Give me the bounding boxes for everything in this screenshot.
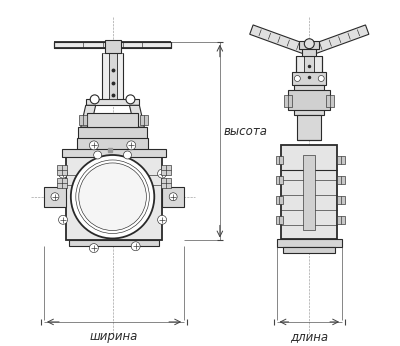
- Bar: [296, 85, 322, 91]
- Circle shape: [79, 163, 146, 230]
- Circle shape: [90, 244, 98, 253]
- Bar: [276, 196, 284, 204]
- Bar: [105, 40, 120, 53]
- Bar: [140, 115, 148, 125]
- Circle shape: [127, 141, 136, 150]
- Circle shape: [169, 193, 177, 201]
- Circle shape: [58, 169, 68, 178]
- Bar: [337, 156, 345, 164]
- Circle shape: [90, 95, 99, 104]
- Bar: [108, 53, 116, 99]
- Circle shape: [304, 39, 314, 49]
- Bar: [284, 95, 292, 107]
- Circle shape: [90, 141, 98, 150]
- Polygon shape: [308, 25, 369, 55]
- Circle shape: [58, 215, 68, 224]
- Circle shape: [124, 151, 132, 159]
- Bar: [326, 95, 334, 107]
- Bar: [87, 113, 138, 127]
- Circle shape: [71, 155, 154, 238]
- Bar: [288, 90, 330, 110]
- Bar: [276, 176, 284, 184]
- Bar: [162, 187, 184, 207]
- Bar: [77, 138, 148, 152]
- Bar: [54, 42, 171, 48]
- Bar: [66, 152, 162, 240]
- Bar: [284, 247, 335, 253]
- Text: ширина: ширина: [90, 330, 138, 343]
- Bar: [276, 156, 284, 164]
- Bar: [276, 216, 284, 224]
- Bar: [294, 85, 324, 115]
- Bar: [79, 115, 87, 125]
- Bar: [282, 145, 337, 239]
- Bar: [62, 149, 166, 157]
- Bar: [302, 46, 316, 56]
- Bar: [102, 53, 124, 99]
- Polygon shape: [250, 25, 311, 55]
- Bar: [86, 99, 139, 105]
- Bar: [276, 239, 342, 247]
- Bar: [57, 165, 67, 175]
- Circle shape: [158, 215, 166, 224]
- Bar: [303, 155, 315, 229]
- Bar: [299, 41, 319, 49]
- Circle shape: [94, 151, 102, 159]
- Circle shape: [158, 169, 166, 178]
- Circle shape: [76, 160, 149, 234]
- Polygon shape: [81, 105, 96, 127]
- Circle shape: [51, 193, 59, 201]
- Bar: [297, 115, 321, 140]
- Text: высота: высота: [224, 125, 268, 138]
- Bar: [161, 165, 171, 175]
- Bar: [292, 72, 326, 85]
- Bar: [337, 216, 345, 224]
- Bar: [337, 196, 345, 204]
- Bar: [337, 176, 345, 184]
- Bar: [69, 240, 159, 246]
- Bar: [296, 56, 322, 85]
- Bar: [304, 56, 314, 85]
- Bar: [78, 127, 147, 141]
- Circle shape: [318, 75, 324, 81]
- Circle shape: [294, 75, 300, 81]
- Bar: [44, 187, 66, 207]
- Bar: [57, 178, 67, 188]
- Circle shape: [131, 242, 140, 251]
- Text: длина: длина: [290, 330, 328, 343]
- Polygon shape: [130, 105, 144, 127]
- Circle shape: [126, 95, 135, 104]
- Bar: [161, 178, 171, 188]
